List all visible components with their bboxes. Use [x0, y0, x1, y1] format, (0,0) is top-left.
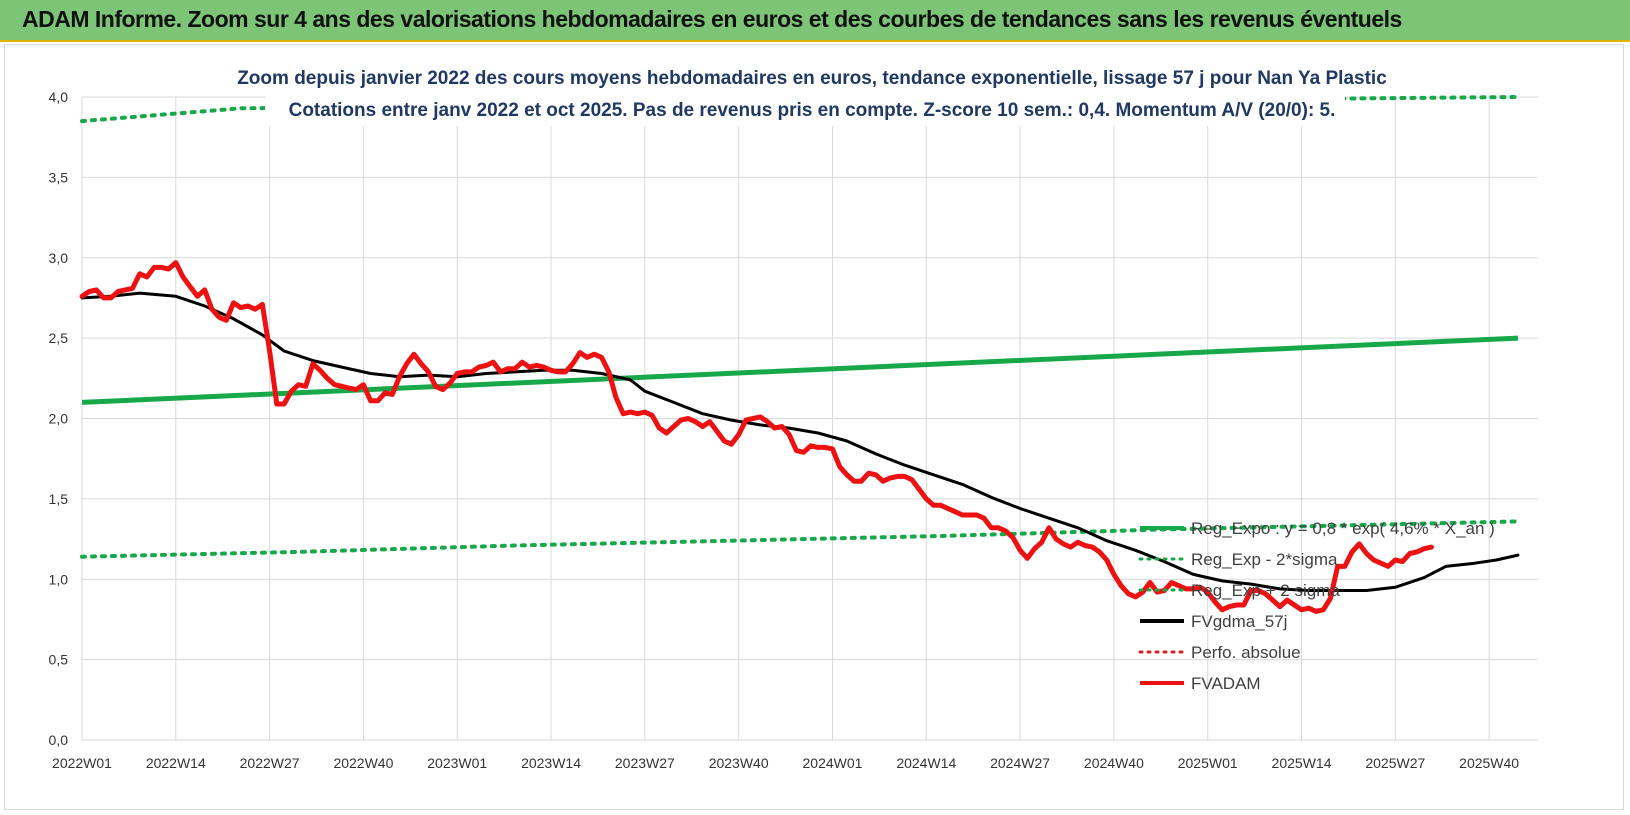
axis-labels: 0,0 0,5 1,0 1,5 2,0 2,5 3,0 3,5 4,0 2022W01 2022W1…: [49, 89, 1520, 771]
y-tick-label: 1,0: [49, 571, 69, 587]
legend-label-0: Reg_Expo : y = 0,8 * exp( 4,6% * X_an ): [1191, 519, 1495, 538]
page-title: ADAM Informe. Zoom sur 4 ans des valoris…: [22, 6, 1402, 32]
legend-label-5: FVADAM: [1191, 674, 1261, 693]
x-tick-label: 2024W01: [803, 755, 863, 771]
x-tick-label: 2025W14: [1272, 755, 1332, 771]
legend-label-4: Perfo. absolue: [1191, 643, 1301, 662]
series-line-3: [80, 291, 1520, 592]
x-tick-label: 2024W27: [990, 755, 1050, 771]
legend-label-3: FVgdma_57j: [1191, 612, 1287, 631]
x-tick-label: 2024W40: [1084, 755, 1144, 771]
x-tick-label: 2023W40: [709, 755, 769, 771]
series-line-1: [80, 519, 1520, 559]
x-tick-label: 2022W01: [52, 755, 112, 771]
x-tick-label: 2022W27: [240, 755, 300, 771]
y-tick-label: 0,0: [49, 732, 69, 748]
series-layer: [79, 95, 1520, 614]
legend-label-2: Reg_Exp + 2 sigma: [1191, 581, 1340, 600]
grid: [81, 96, 1538, 741]
legend-label-1: Reg_Exp - 2*sigma: [1191, 550, 1338, 569]
x-tick-label: 2023W01: [427, 755, 487, 771]
subtitle-backdrop: [265, 58, 1345, 126]
series-line-5: [79, 260, 1434, 614]
y-tick-label: 2,5: [49, 330, 69, 346]
y-tick-label: 4,0: [49, 89, 69, 105]
x-tick-label: 2024W14: [896, 755, 956, 771]
chart-subtitle: Cotations entre janv 2022 et oct 2025. P…: [289, 100, 1336, 121]
y-tick-label: 1,5: [49, 491, 69, 507]
x-tick-label: 2025W01: [1178, 755, 1238, 771]
y-tick-label: 3,5: [49, 169, 69, 185]
y-tick-label: 0,5: [49, 652, 69, 668]
x-tick-label: 2023W14: [521, 755, 581, 771]
x-tick-label: 2023W27: [615, 755, 675, 771]
series-line-0: [81, 335, 1519, 405]
x-tick-label: 2022W14: [146, 755, 206, 771]
y-tick-label: 3,0: [49, 250, 69, 266]
x-tick-label: 2022W40: [333, 755, 393, 771]
chart-frame: [4, 44, 1624, 810]
y-tick-label: 2,0: [49, 411, 69, 427]
x-tick-label: 2025W40: [1459, 755, 1519, 771]
x-tick-label: 2025W27: [1365, 755, 1425, 771]
header-bar: ADAM Informe. Zoom sur 4 ans des valoris…: [0, 0, 1630, 42]
legend: Reg_Expo : y = 0,8 * exp( 4,6% * X_an ) R…: [1138, 519, 1495, 693]
chart-title: Zoom depuis janvier 2022 des cours moyen…: [237, 68, 1387, 89]
